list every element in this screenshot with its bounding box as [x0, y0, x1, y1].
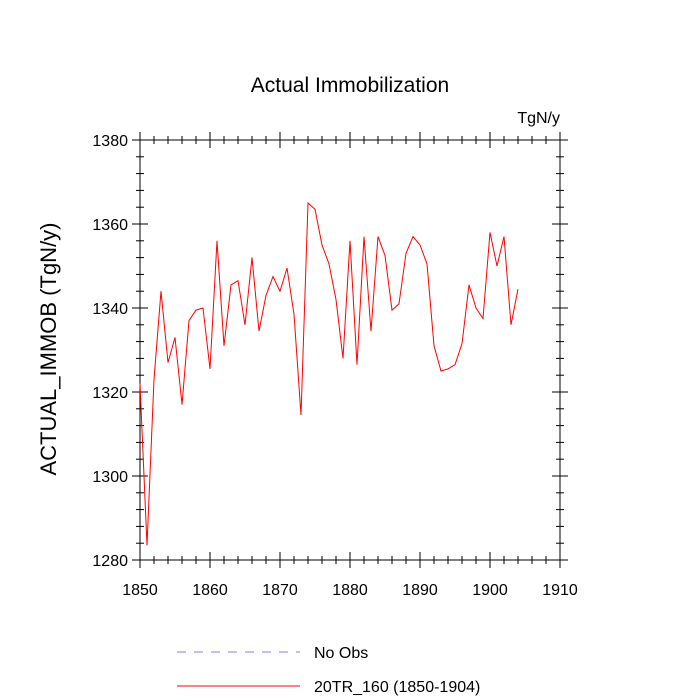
x-tick-label: 1850: [122, 582, 158, 599]
x-tick-label: 1860: [192, 582, 228, 599]
legend-label-20tr-160: 20TR_160 (1850-1904): [314, 679, 480, 696]
chart-units: TgN/y: [517, 110, 560, 127]
minor-ticks: [136, 136, 564, 564]
x-tick-label: 1880: [332, 582, 368, 599]
chart-title: Actual Immobilization: [251, 74, 449, 97]
y-tick-label: 1300: [92, 469, 128, 486]
plot-frame: [139, 139, 561, 561]
y-tick-label: 1280: [92, 553, 128, 570]
x-tick-label: 1910: [542, 582, 578, 599]
y-tick-label: 1320: [92, 385, 128, 402]
y-axis-label: ACTUAL_IMMOB (TgN/y): [36, 222, 61, 475]
legend: No Obs 20TR_160 (1850-1904): [177, 645, 480, 696]
y-tick-label: 1380: [92, 133, 128, 150]
tick-labels: 1850 1860 1870 1880 1890 1900 1910 1280 1300 1320…: [92, 133, 577, 599]
x-tick-label: 1890: [402, 582, 438, 599]
x-tick-label: 1870: [262, 582, 298, 599]
major-ticks: [132, 132, 568, 568]
x-tick-label: 1900: [472, 582, 508, 599]
y-tick-label: 1360: [92, 217, 128, 234]
series-layer: [139, 201, 519, 546]
series-line-20tr-160-1850-1904: [139, 201, 519, 546]
legend-label-no-obs: No Obs: [314, 645, 368, 662]
y-tick-label: 1340: [92, 301, 128, 318]
